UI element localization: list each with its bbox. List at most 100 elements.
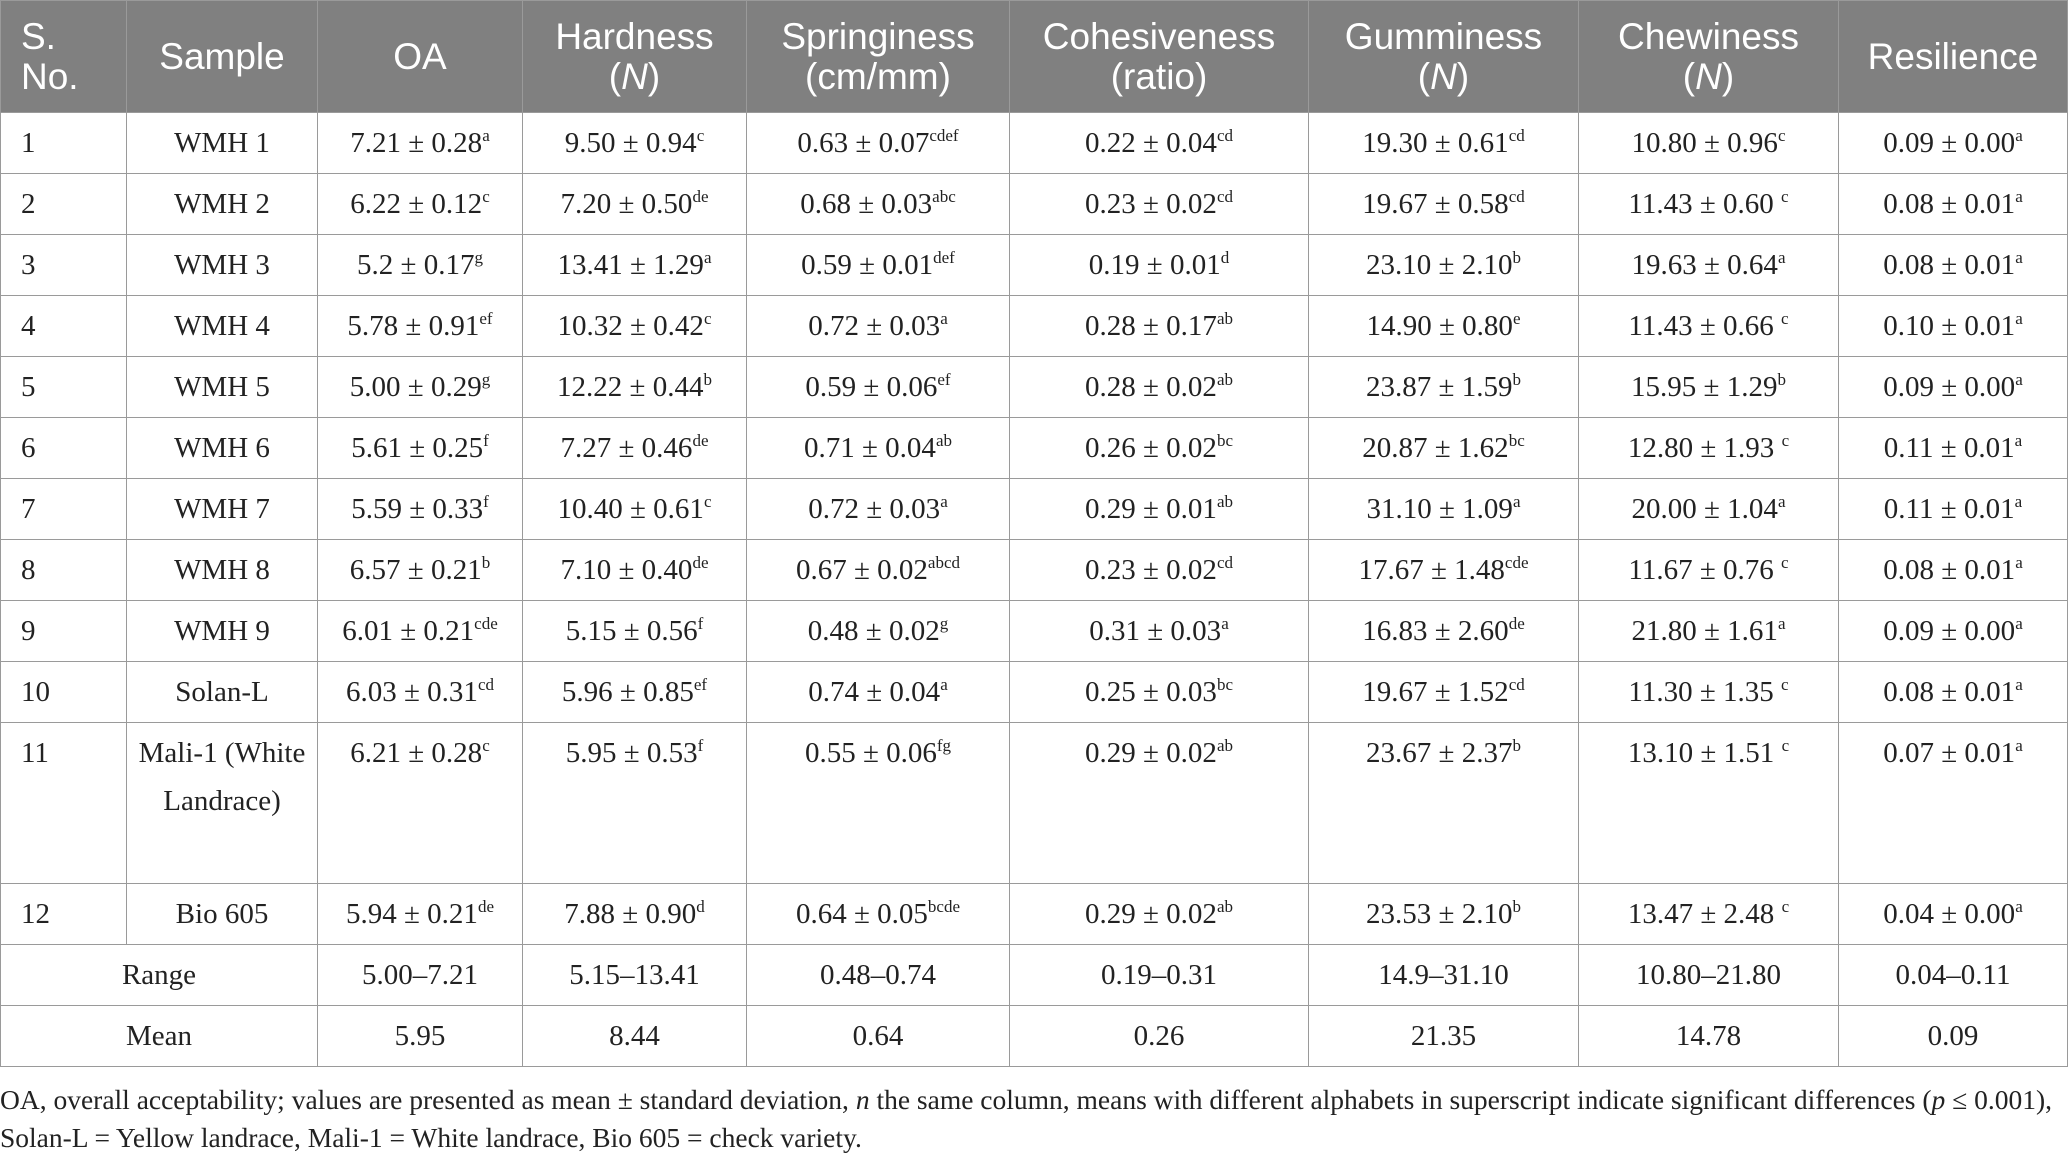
significance-letters: b bbox=[1777, 370, 1786, 389]
mean-sd-value: 0.28 ± 0.02 bbox=[1085, 371, 1217, 403]
mean-sd-value: 6.22 ± 0.12 bbox=[350, 188, 483, 220]
significance-letters: de bbox=[692, 431, 709, 450]
summary-value-cell: 10.80–21.80 bbox=[1578, 944, 1839, 1006]
mean-sd-value: 19.67 ± 0.58 bbox=[1362, 188, 1509, 220]
mean-sd-value: 5.94 ± 0.21 bbox=[346, 898, 478, 930]
mean-sd-value: 15.95 ± 1.29 bbox=[1631, 371, 1778, 403]
mean-sd-value: 13.47 ± 2.48 bbox=[1627, 898, 1782, 930]
mean-sd-value: 16.83 ± 2.60 bbox=[1362, 615, 1509, 647]
significance-letters: de bbox=[692, 553, 709, 572]
table-row: 2 WMH 2 6.22 ± 0.12c 7.20 ± 0.50de 0.68 ± 0.… bbox=[0, 173, 2068, 235]
serial-number-cell: 5 bbox=[0, 356, 127, 418]
column-header-label: OA bbox=[393, 35, 447, 77]
column-header: Resilience bbox=[1838, 0, 2068, 113]
value-cell: 0.08 ± 0.01a bbox=[1838, 173, 2068, 235]
mean-sd-value: 5.00 ± 0.29 bbox=[349, 371, 482, 403]
unit-symbol: N bbox=[1695, 55, 1722, 97]
sample-name-cell: WMH 8 bbox=[126, 539, 318, 601]
significance-letters: cdef bbox=[929, 126, 959, 145]
table-header: S. No. Sample OA Hardness (N) Springiness (cm/m… bbox=[0, 0, 2068, 113]
footnote-n: n bbox=[855, 1084, 870, 1115]
summary-value-cell: 0.19–0.31 bbox=[1009, 944, 1309, 1006]
value-cell: 19.63 ± 0.64a bbox=[1578, 234, 1839, 296]
value-cell: 5.94 ± 0.21de bbox=[317, 883, 523, 945]
significance-letters: b bbox=[703, 370, 712, 389]
mean-sd-value: 10.80 ± 0.96 bbox=[1631, 127, 1778, 159]
summary-value-cell: 14.9–31.10 bbox=[1308, 944, 1579, 1006]
sample-name-cell: Solan-L bbox=[126, 661, 318, 723]
value-cell: 0.23 ± 0.02cd bbox=[1009, 539, 1309, 601]
significance-letters: a bbox=[940, 309, 948, 328]
value-cell: 0.04 ± 0.00a bbox=[1838, 883, 2068, 945]
footnote-text-2: the same column, means with different al… bbox=[869, 1084, 1932, 1115]
mean-sd-value: 0.09 ± 0.00 bbox=[1883, 127, 2016, 159]
value-cell: 12.80 ± 1.93 c bbox=[1578, 417, 1839, 479]
mean-sd-value: 0.08 ± 0.01 bbox=[1883, 676, 2016, 708]
column-header-label: S. bbox=[21, 15, 56, 57]
value-cell: 0.63 ± 0.07cdef bbox=[746, 112, 1010, 174]
value-cell: 6.22 ± 0.12c bbox=[317, 173, 523, 235]
significance-letters: ef bbox=[479, 309, 493, 328]
value-cell: 0.68 ± 0.03abc bbox=[746, 173, 1010, 235]
significance-letters: ef bbox=[937, 370, 951, 389]
value-cell: 14.90 ± 0.80e bbox=[1308, 295, 1579, 357]
value-cell: 0.23 ± 0.02cd bbox=[1009, 173, 1309, 235]
sample-name-cell: WMH 9 bbox=[126, 600, 318, 662]
table-row: 7 WMH 7 5.59 ± 0.33f 10.40 ± 0.61c 0.72 ± 0.… bbox=[0, 478, 2068, 540]
value-cell: 7.88 ± 0.90d bbox=[522, 883, 747, 945]
table-row: 8 WMH 8 6.57 ± 0.21b 7.10 ± 0.40de 0.67 ± 0.… bbox=[0, 539, 2068, 601]
significance-letters: c bbox=[1781, 736, 1790, 755]
summary-value-cell: 0.48–0.74 bbox=[746, 944, 1010, 1006]
significance-letters: a bbox=[2015, 675, 2023, 694]
table-row: 6 WMH 6 5.61 ± 0.25f 7.27 ± 0.46de 0.71 ± 0.… bbox=[0, 417, 2068, 479]
mean-sd-value: 0.59 ± 0.01 bbox=[801, 249, 934, 281]
unit-open: ( bbox=[1417, 55, 1431, 97]
value-cell: 0.07 ± 0.01a bbox=[1838, 722, 2068, 884]
value-cell: 23.53 ± 2.10b bbox=[1308, 883, 1579, 945]
significance-letters: a bbox=[2014, 492, 2023, 511]
value-cell: 5.96 ± 0.85ef bbox=[522, 661, 747, 723]
significance-letters: g bbox=[474, 248, 483, 267]
mean-sd-value: 5.2 ± 0.17 bbox=[357, 249, 475, 281]
mean-sd-value: 0.26 ± 0.02 bbox=[1085, 432, 1217, 464]
mean-sd-value: 7.10 ± 0.40 bbox=[560, 554, 693, 586]
column-header: Springiness (cm/mm) bbox=[746, 0, 1010, 113]
summary-value-cell: 5.15–13.41 bbox=[522, 944, 747, 1006]
significance-letters: abcd bbox=[927, 553, 960, 572]
significance-letters: c bbox=[696, 126, 705, 145]
column-header-label: Hardness bbox=[555, 15, 714, 57]
value-cell: 5.15 ± 0.56f bbox=[522, 600, 747, 662]
mean-sd-value: 0.72 ± 0.03 bbox=[808, 493, 941, 525]
significance-letters: a bbox=[2015, 897, 2023, 916]
sample-name-cell: WMH 1 bbox=[126, 112, 318, 174]
value-cell: 0.08 ± 0.01a bbox=[1838, 539, 2068, 601]
significance-letters: g bbox=[481, 370, 491, 389]
significance-letters: a bbox=[2015, 309, 2023, 328]
value-cell: 11.67 ± 0.76 c bbox=[1578, 539, 1839, 601]
footnote-text-1: OA, overall acceptability; values are pr… bbox=[0, 1084, 856, 1115]
value-cell: 23.67 ± 2.37b bbox=[1308, 722, 1579, 884]
serial-number-cell: 11 bbox=[0, 722, 127, 884]
significance-letters: a bbox=[2015, 248, 2023, 267]
significance-letters: f bbox=[697, 614, 704, 633]
unit-open: ( bbox=[608, 55, 622, 97]
value-cell: 0.31 ± 0.03a bbox=[1009, 600, 1309, 662]
mean-sd-value: 0.63 ± 0.07 bbox=[797, 127, 930, 159]
significance-letters: def bbox=[933, 248, 955, 267]
value-cell: 31.10 ± 1.09a bbox=[1308, 478, 1579, 540]
significance-letters: ab bbox=[1216, 897, 1233, 916]
mean-sd-value: 19.30 ± 0.61 bbox=[1362, 127, 1509, 159]
significance-letters: a bbox=[703, 248, 712, 267]
value-cell: 23.10 ± 2.10b bbox=[1308, 234, 1579, 296]
significance-letters: cd bbox=[1508, 187, 1525, 206]
value-cell: 12.22 ± 0.44b bbox=[522, 356, 747, 418]
serial-number-cell: 12 bbox=[0, 883, 127, 945]
column-header-label: Gumminess bbox=[1344, 15, 1543, 57]
serial-number-cell: 4 bbox=[0, 295, 127, 357]
significance-letters: bcde bbox=[927, 897, 960, 916]
mean-sd-value: 5.95 ± 0.53 bbox=[565, 737, 698, 769]
mean-sd-value: 0.55 ± 0.06 bbox=[804, 737, 937, 769]
column-header-unit: (N) bbox=[1589, 55, 1828, 97]
summary-row: Range 5.00–7.21 5.15–13.41 0.48–0.74 0.19–0.… bbox=[0, 944, 2068, 1006]
column-header-unit: (cm/mm) bbox=[805, 55, 951, 97]
